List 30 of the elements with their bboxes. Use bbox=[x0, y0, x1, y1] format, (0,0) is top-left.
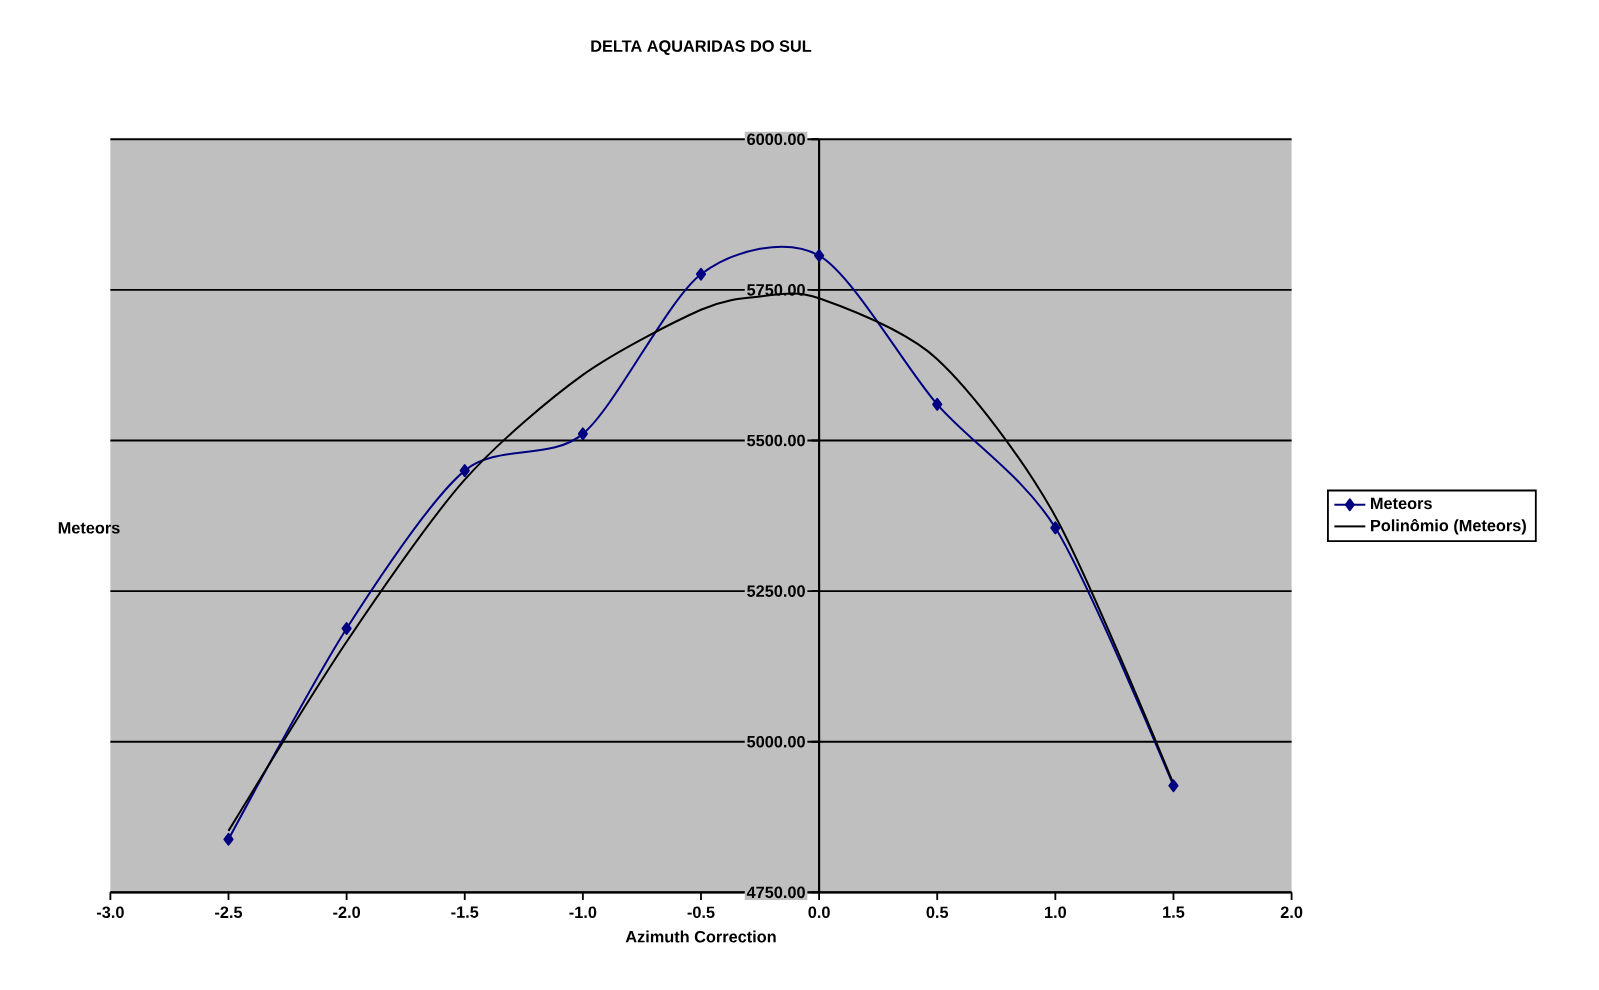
y-tick-label: 5000.00 bbox=[747, 735, 805, 748]
point bbox=[814, 248, 825, 262]
y-axis-title: Meteors bbox=[58, 522, 120, 534]
x-tick-label: -1.5 bbox=[451, 906, 479, 918]
x-axis-title: Azimuth Correction bbox=[625, 930, 776, 943]
point bbox=[223, 832, 234, 846]
legend-label: Polinômio (Meteors) bbox=[1371, 518, 1526, 535]
point bbox=[695, 267, 707, 281]
x-tick-label: -0.5 bbox=[687, 906, 715, 918]
legend-label: Meteors bbox=[1371, 497, 1432, 509]
x-tick-label: 1.0 bbox=[1045, 906, 1067, 918]
x-tick-label: 0.5 bbox=[926, 906, 949, 918]
x-tick-label: -2.5 bbox=[215, 906, 243, 918]
y-tick-label: 5500.00 bbox=[747, 434, 805, 447]
x-tick-label: 2.0 bbox=[1280, 906, 1303, 918]
x-tick-label: -3.0 bbox=[96, 906, 124, 918]
y-tick-label: 6000.00 bbox=[747, 133, 805, 145]
x-tick-label: -1.0 bbox=[569, 906, 597, 918]
x-tick-label: 0.0 bbox=[808, 906, 830, 918]
point bbox=[459, 464, 470, 477]
y-tick-label: 4750.00 bbox=[746, 886, 805, 898]
point bbox=[1168, 779, 1179, 792]
y-tick-label: 5250.00 bbox=[747, 585, 805, 597]
x-tick-label: 1.5 bbox=[1163, 906, 1185, 918]
point bbox=[341, 621, 352, 635]
chart-title: DELTA AQUARIDAS DO SUL bbox=[591, 40, 812, 55]
point bbox=[577, 427, 588, 441]
point bbox=[932, 397, 943, 411]
x-tick-label: -2.0 bbox=[333, 906, 361, 918]
point bbox=[1050, 521, 1061, 535]
